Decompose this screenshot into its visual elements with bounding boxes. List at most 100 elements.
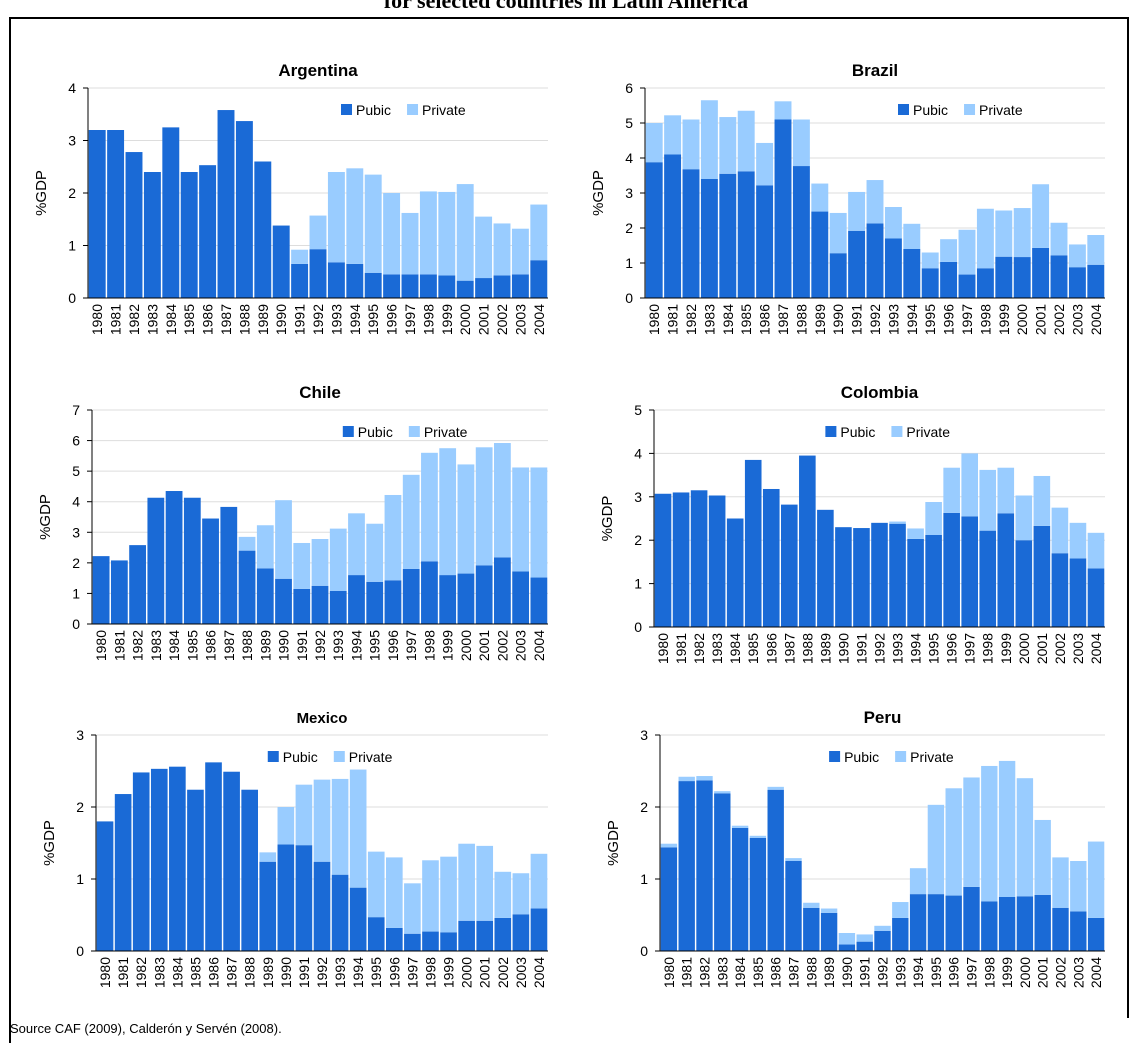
x-tick-label: 1985: [187, 957, 203, 988]
bar-segment: [811, 211, 829, 298]
bar-segment: [1087, 532, 1105, 569]
x-tick-label: 2000: [459, 957, 475, 988]
chart-title: Colombia: [841, 383, 919, 402]
bar-segment: [202, 518, 219, 624]
x-tick-label: 1996: [385, 630, 401, 661]
x-tick-label: 1997: [962, 633, 978, 664]
legend-swatch: [964, 104, 976, 115]
x-tick-label: 1986: [206, 957, 222, 988]
bar-segment: [737, 110, 755, 172]
x-tick-label: 1996: [941, 304, 957, 335]
bar-segment: [384, 494, 402, 581]
legend-label: Private: [979, 102, 1023, 118]
bar-segment: [979, 469, 997, 531]
x-tick-label: 1985: [745, 633, 761, 664]
x-tick-label: 1980: [89, 304, 105, 335]
bar-segment: [295, 784, 313, 846]
x-tick-label: 1982: [133, 957, 149, 988]
bar-segment: [259, 861, 277, 951]
bar-segment: [820, 912, 838, 951]
legend-label: Pubic: [840, 424, 875, 440]
y-tick-label: 5: [72, 463, 80, 479]
bar-segment: [925, 534, 942, 627]
bar-segment: [774, 119, 792, 298]
x-tick-label: 1996: [384, 304, 400, 335]
bar-segment: [871, 522, 888, 627]
bar-segment: [866, 223, 884, 298]
bar-segment: [1033, 525, 1051, 627]
bar-segment: [781, 504, 798, 627]
bar-segment: [241, 789, 258, 951]
bar-segment: [945, 895, 962, 951]
legend-swatch: [342, 426, 354, 437]
bar-segment: [309, 215, 327, 250]
bar-segment: [756, 185, 774, 298]
x-tick-label: 1981: [115, 957, 131, 988]
bar-segment: [367, 851, 385, 918]
bar-segment: [660, 847, 678, 951]
y-tick-label: 0: [76, 943, 84, 959]
bar-segment: [494, 917, 512, 951]
x-tick-label: 2000: [1017, 957, 1033, 988]
x-tick-label: 1990: [839, 957, 855, 988]
x-tick-label: 1982: [697, 957, 713, 988]
x-tick-label: 1988: [793, 304, 809, 335]
bar-segment: [165, 491, 183, 624]
bar-segment: [700, 179, 718, 298]
y-tick-label: 4: [634, 445, 642, 461]
bar-segment: [998, 760, 1016, 897]
bar-segment: [884, 238, 902, 298]
x-tick-label: 2004: [531, 304, 547, 335]
x-tick-label: 1987: [218, 304, 234, 335]
x-tick-label: 1980: [655, 633, 671, 664]
y-axis-label: %GDP: [599, 496, 616, 542]
x-tick-label: 1986: [768, 957, 784, 988]
legend-swatch: [408, 426, 420, 437]
bar-segment: [311, 585, 329, 624]
bar-segment: [1087, 264, 1105, 298]
bar-segment: [346, 168, 364, 264]
x-tick-label: 1996: [944, 633, 960, 664]
bar-segment: [475, 447, 493, 566]
y-tick-label: 3: [634, 489, 642, 505]
bar-segment: [856, 934, 873, 942]
bar-segment: [275, 500, 292, 579]
bar-segment: [976, 268, 994, 298]
frame: [9, 17, 1129, 1043]
x-tick-label: 1991: [292, 304, 308, 335]
x-tick-label: 1988: [799, 633, 815, 664]
bar-segment: [700, 100, 718, 179]
bar-segment: [1087, 568, 1105, 627]
bar-segment: [329, 528, 347, 591]
x-tick-label: 1985: [750, 957, 766, 988]
x-tick-label: 1981: [108, 304, 124, 335]
bar-segment: [364, 174, 382, 273]
bar-segment: [220, 506, 238, 624]
x-tick-label: 1981: [665, 304, 681, 335]
bar-segment: [291, 249, 309, 264]
x-tick-label: 1998: [420, 304, 436, 335]
bar-segment: [348, 575, 365, 624]
legend-swatch: [829, 751, 841, 762]
y-tick-label: 6: [72, 433, 80, 449]
bar-segment: [1050, 255, 1068, 298]
bar-segment: [1034, 819, 1051, 895]
bar-segment: [731, 827, 749, 951]
bar-segment: [512, 467, 530, 572]
bar-segment: [682, 119, 700, 170]
bar-segment: [494, 443, 511, 558]
bar-segment: [820, 908, 838, 913]
x-tick-label: 1987: [221, 630, 237, 661]
bar-segment: [737, 171, 755, 298]
bar-segment: [311, 539, 329, 586]
bar-segment: [422, 860, 439, 932]
legend-swatch: [891, 426, 903, 437]
bar-segment: [682, 169, 700, 298]
bar-segment: [511, 274, 529, 298]
bar-segment: [943, 512, 960, 627]
y-tick-label: 1: [68, 238, 76, 254]
bar-segment: [367, 917, 385, 951]
legend-swatch: [333, 751, 345, 762]
bar-segment: [476, 920, 494, 951]
legend-label: Private: [910, 749, 954, 765]
